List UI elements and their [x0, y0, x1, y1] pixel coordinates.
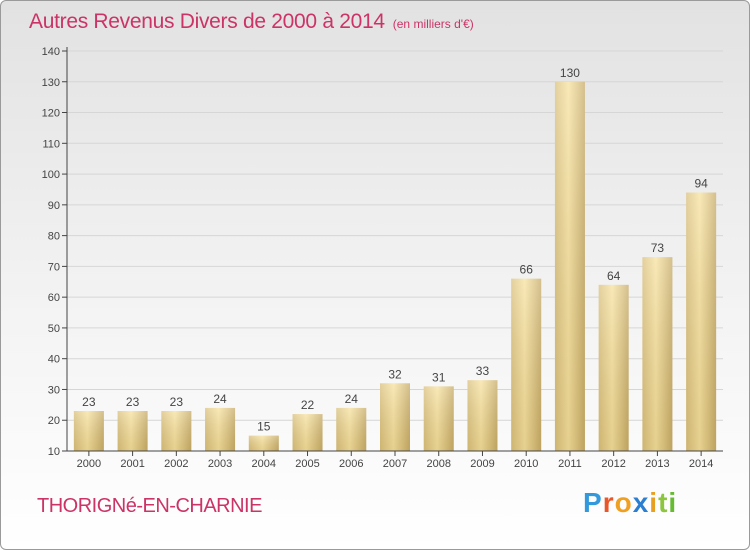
x-tick-label: 2001 — [120, 458, 144, 470]
bar-shade — [205, 407, 236, 451]
bar-shade — [554, 81, 585, 452]
y-tick-label: 110 — [42, 138, 60, 150]
x-tick-label: 2003 — [208, 458, 232, 470]
bars-group — [73, 81, 717, 452]
data-label: 64 — [607, 269, 621, 283]
x-tick-label: 2012 — [601, 458, 625, 470]
x-tick-label: 2010 — [514, 458, 538, 470]
data-labels: 23 23 23 24 15 22 24 32 31 33 66 130 64 73 94 — [82, 66, 708, 434]
bar-shade — [336, 407, 367, 451]
data-label: 24 — [345, 392, 359, 406]
x-tick-label: 2009 — [470, 458, 494, 470]
commune-name: THORIGNé-EN-CHARNIE — [37, 495, 262, 517]
y-tick-label: 90 — [48, 200, 60, 212]
y-tick-label: 20 — [48, 415, 60, 427]
data-label: 130 — [560, 66, 580, 80]
chart-title: Autres Revenus Divers de 2000 à 2014 (en … — [29, 10, 474, 34]
x-tick-label: 2007 — [383, 458, 407, 470]
y-axis-ticks: 10 20 30 40 50 60 70 80 90 100 110 120 130 140 — [42, 46, 67, 458]
data-label: 32 — [388, 367, 402, 381]
x-tick-label: 2002 — [164, 458, 188, 470]
bar-shade — [423, 386, 454, 451]
bar-shade — [292, 414, 323, 451]
y-tick-label: 70 — [48, 261, 60, 273]
axes — [66, 47, 723, 452]
bar-shade — [248, 435, 279, 451]
y-tick-label: 80 — [48, 231, 60, 243]
y-tick-label: 50 — [48, 323, 60, 335]
data-label: 66 — [520, 263, 534, 277]
bar-shade — [511, 278, 542, 451]
x-tick-label: 2014 — [689, 458, 713, 470]
chart-subtitle: (en milliers d'€) — [392, 17, 474, 31]
data-label: 24 — [213, 392, 227, 406]
y-tick-label: 120 — [42, 108, 60, 120]
data-label: 23 — [126, 395, 140, 409]
y-tick-label: 60 — [48, 292, 60, 304]
data-label: 23 — [170, 395, 184, 409]
x-tick-label: 2004 — [252, 458, 276, 470]
bar-shade — [73, 411, 104, 451]
bar-shade — [642, 257, 673, 451]
bar-shade — [380, 383, 410, 451]
y-tick-label: 130 — [42, 77, 60, 89]
y-tick-label: 10 — [48, 446, 60, 458]
bar-shade — [161, 411, 192, 451]
y-tick-label: 30 — [48, 384, 60, 396]
x-tick-label: 2013 — [645, 458, 669, 470]
x-tick-label: 2005 — [295, 458, 319, 470]
data-label: 73 — [651, 241, 665, 255]
bar-shade — [598, 284, 629, 451]
y-tick-label: 140 — [42, 46, 60, 58]
bar-shade — [467, 380, 498, 451]
bar-shade — [117, 411, 148, 451]
x-axis-ticks: 2000 2001 2002 2003 2004 2005 2006 2007 2008 2009… — [77, 451, 713, 470]
data-label: 31 — [432, 370, 446, 384]
y-tick-label: 40 — [48, 354, 60, 366]
data-label: 94 — [694, 177, 708, 191]
x-tick-label: 2011 — [558, 458, 582, 470]
y-tick-label: 100 — [42, 169, 60, 181]
data-label: 23 — [82, 395, 96, 409]
bar-shade — [686, 192, 717, 452]
x-tick-label: 2008 — [426, 458, 450, 470]
chart-title-text: Autres Revenus Divers de 2000 à 2014 — [29, 10, 385, 33]
data-label: 15 — [257, 420, 271, 434]
data-label: 33 — [476, 364, 490, 378]
proxiti-logo[interactable]: Proxiti — [583, 487, 678, 518]
data-label: 22 — [301, 398, 315, 412]
x-tick-label: 2000 — [77, 458, 101, 470]
x-tick-label: 2006 — [339, 458, 363, 470]
